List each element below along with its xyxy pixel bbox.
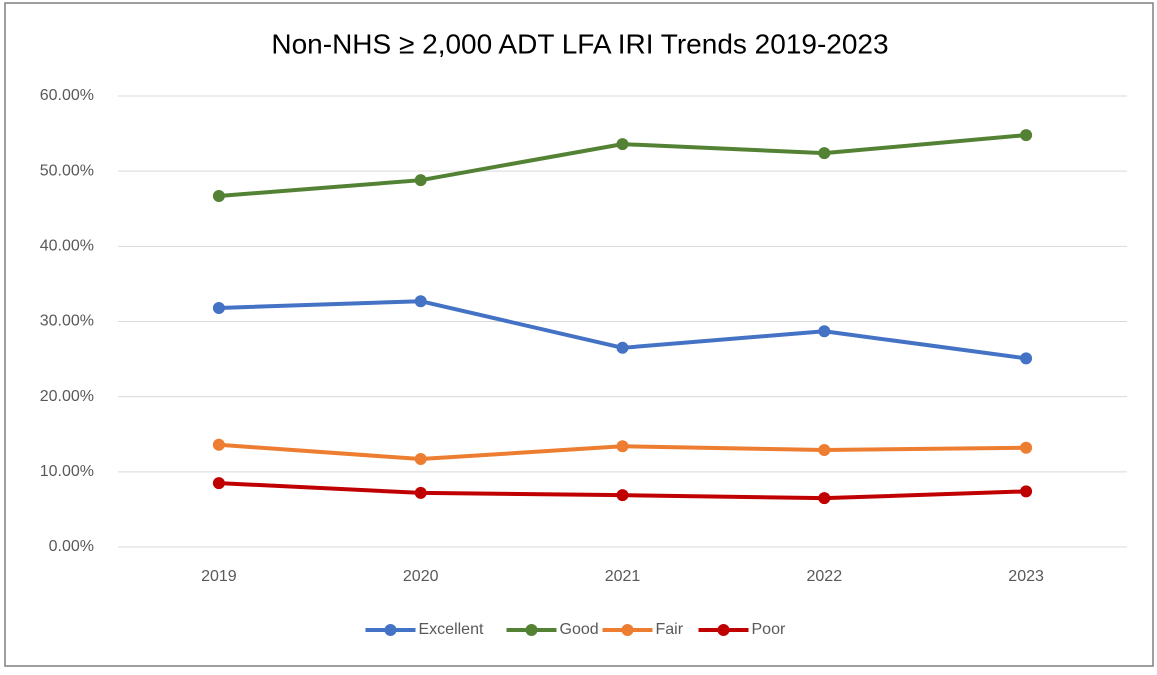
x-tick-label: 2020 bbox=[403, 568, 439, 585]
data-point bbox=[818, 147, 831, 160]
y-tick-label: 20.00% bbox=[40, 388, 94, 405]
legend-label: Fair bbox=[656, 621, 684, 638]
data-point bbox=[818, 444, 831, 457]
x-tick-label: 2023 bbox=[1008, 568, 1044, 585]
y-tick-label: 0.00% bbox=[49, 538, 94, 555]
data-point bbox=[1020, 485, 1033, 498]
data-point bbox=[414, 295, 427, 308]
data-point bbox=[212, 438, 225, 451]
data-point bbox=[616, 440, 629, 453]
x-tick-label: 2019 bbox=[201, 568, 237, 585]
data-point bbox=[212, 477, 225, 490]
data-point bbox=[212, 301, 225, 314]
data-point bbox=[616, 489, 629, 502]
y-tick-label: 40.00% bbox=[40, 238, 94, 255]
x-tick-label: 2022 bbox=[807, 568, 843, 585]
data-point bbox=[1020, 441, 1033, 454]
legend-label: Good bbox=[560, 621, 599, 638]
chart-frame bbox=[4, 2, 1154, 667]
legend-label: Excellent bbox=[419, 621, 484, 638]
data-point bbox=[616, 341, 629, 354]
chart-title: Non-NHS ≥ 2,000 ADT LFA IRI Trends 2019-… bbox=[271, 28, 888, 59]
data-point bbox=[414, 174, 427, 187]
legend-marker bbox=[717, 624, 730, 636]
y-tick-label: 10.00% bbox=[40, 463, 94, 480]
y-tick-label: 30.00% bbox=[40, 313, 94, 330]
data-point bbox=[414, 453, 427, 466]
y-tick-label: 60.00% bbox=[40, 87, 94, 104]
data-point bbox=[414, 486, 427, 499]
data-point bbox=[212, 189, 225, 202]
y-tick-label: 50.00% bbox=[40, 162, 94, 179]
legend-marker bbox=[525, 624, 538, 636]
x-tick-label: 2021 bbox=[605, 568, 641, 585]
data-point bbox=[616, 138, 629, 151]
data-point bbox=[818, 325, 831, 338]
data-point bbox=[1020, 352, 1033, 365]
data-point bbox=[818, 492, 831, 505]
legend-label: Poor bbox=[752, 621, 786, 638]
data-point bbox=[1020, 129, 1033, 142]
legend-marker bbox=[384, 624, 397, 636]
legend-marker bbox=[621, 624, 634, 636]
